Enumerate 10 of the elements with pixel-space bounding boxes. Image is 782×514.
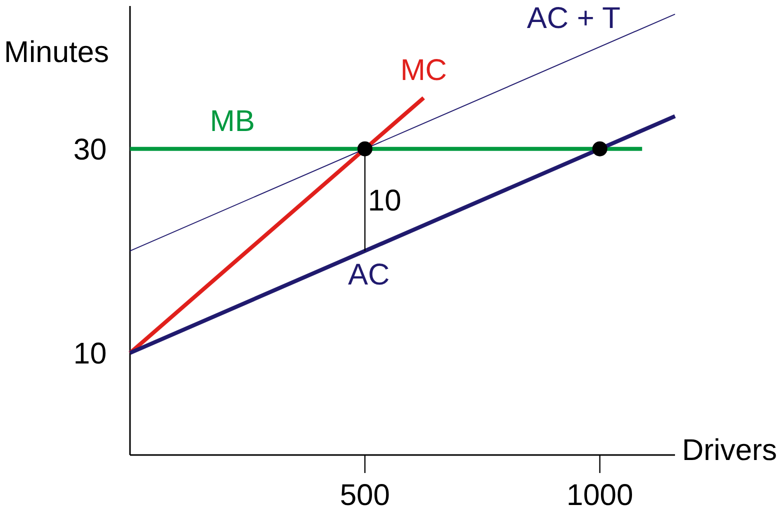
y-axis-title: Minutes [4,36,110,69]
x-tick-label: 500 [340,479,390,512]
annotation: 10 [368,184,402,218]
series-label: AC + T [526,2,620,35]
series-label: MC [400,54,447,87]
series-label: MB [210,104,255,138]
y-tick-label: 30 [73,133,107,166]
series-label: AC [348,258,390,292]
x-axis-title: Drivers [682,434,777,467]
x-tick-label: 1000 [566,479,634,512]
